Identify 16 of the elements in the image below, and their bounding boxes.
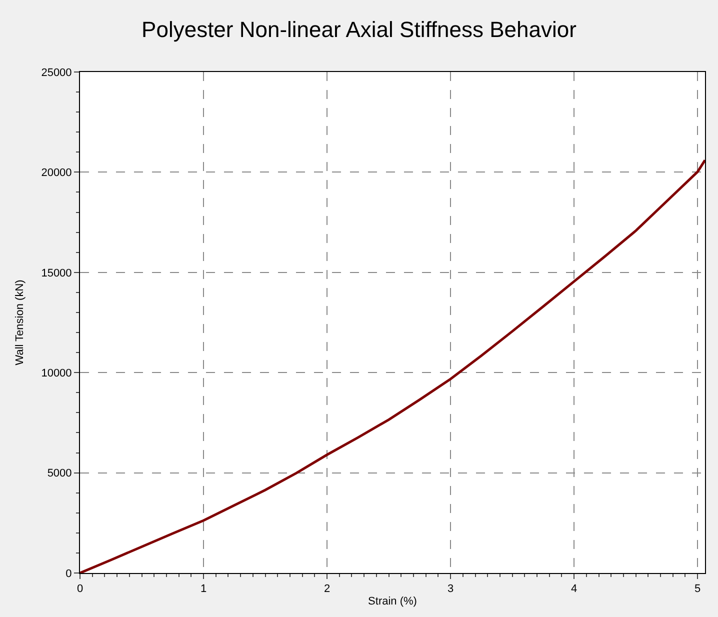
x-tick-label: 2: [324, 583, 330, 596]
x-tick-label: 1: [200, 583, 207, 596]
y-tick-label: 10000: [41, 367, 72, 380]
y-tick-label: 5000: [47, 468, 72, 480]
y-tick-label: 20000: [41, 167, 72, 180]
x-tick-label: 3: [447, 583, 454, 596]
chart-title: Polyester Non-linear Axial Stiffness Behavior: [142, 16, 576, 42]
line-series: [80, 158, 705, 573]
x-tick-label: 5: [694, 583, 701, 596]
x-tick-label: 0: [76, 583, 84, 596]
y-tick-label: 25000: [41, 66, 72, 79]
y-tick-label: 15000: [41, 267, 72, 280]
y-tick-label: 0: [66, 568, 72, 580]
x-axis-title: Strain (%): [368, 595, 417, 608]
y-axis-title: Wall Tension (kN): [14, 280, 26, 366]
x-tick-label: 4: [571, 583, 578, 596]
